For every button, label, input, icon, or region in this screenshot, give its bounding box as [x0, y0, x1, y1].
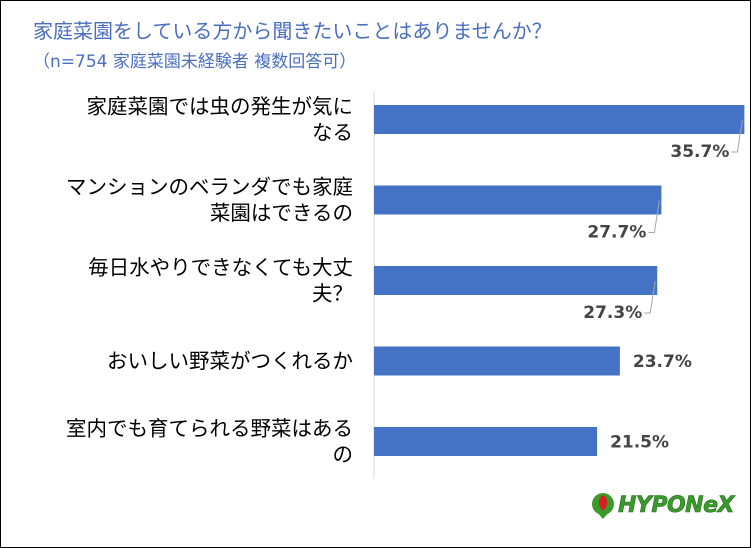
bar-1 — [374, 105, 745, 134]
bar-3 — [374, 266, 658, 295]
category-label-line: 菜園はできるの — [210, 201, 353, 225]
value-leader-line — [731, 119, 743, 153]
category-label-line: マンションのベランダでも家庭 — [66, 175, 353, 199]
category-label-2: マンションのベランダでも家庭菜園はできるの — [66, 175, 353, 225]
bars-layer: 家庭菜園では虫の発生が気になる 35.7% マンションのベランダでも家庭菜園はできる… — [66, 95, 745, 467]
value-label-1: 35.7% — [670, 142, 729, 162]
leaf-logo-icon — [592, 493, 614, 519]
bar-5 — [374, 427, 598, 456]
value-label-2: 27.7% — [587, 223, 646, 243]
value-label-5: 21.5% — [610, 433, 669, 453]
category-label-5: 室内でも育てられる野菜はあるの — [66, 417, 353, 467]
chart-subtitle: （n=754 家庭菜園未経験者 複数回答可） — [33, 52, 357, 72]
category-label-line: おいしい野菜がつくれるか — [107, 349, 353, 373]
bar-2 — [374, 185, 662, 215]
category-label-1: 家庭菜園では虫の発生が気になる — [87, 95, 354, 145]
category-label-line: なる — [312, 121, 353, 145]
category-label-line: 夫？ — [312, 282, 353, 306]
category-label-3: 毎日水やりできなくても大丈夫？ — [88, 256, 353, 306]
chart-title: 家庭菜園をしている方から聞きたいことはありませんか？ — [33, 19, 552, 43]
category-label-line: 家庭菜園では虫の発生が気に — [87, 95, 354, 119]
bar-4 — [374, 346, 620, 376]
logo-wordmark: HYPONeX — [618, 493, 735, 519]
hyponex-logo: HYPONeX — [588, 489, 740, 527]
value-label-4: 23.7% — [633, 352, 692, 372]
value-leader-line — [648, 200, 660, 233]
category-label-line: 毎日水やりできなくても大丈 — [88, 256, 353, 280]
value-label-3: 27.3% — [583, 303, 642, 323]
category-label-line: 室内でも育てられる野菜はある — [66, 417, 353, 441]
category-label-4: おいしい野菜がつくれるか — [107, 349, 353, 373]
category-label-line: の — [333, 443, 354, 467]
value-leader-line — [644, 280, 656, 314]
